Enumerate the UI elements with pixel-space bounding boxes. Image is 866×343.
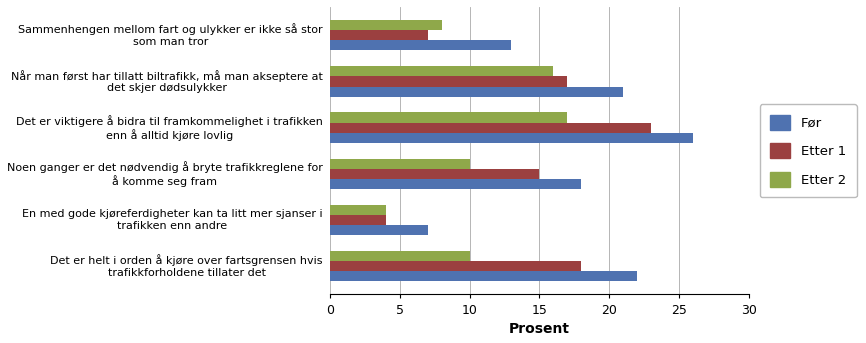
Bar xyxy=(330,66,553,76)
Bar xyxy=(330,271,637,281)
Bar xyxy=(330,179,581,189)
Bar xyxy=(330,261,581,271)
Bar xyxy=(330,205,385,215)
Bar xyxy=(330,169,540,179)
Bar xyxy=(330,251,469,261)
Bar xyxy=(330,158,469,169)
Bar xyxy=(330,30,428,40)
Bar xyxy=(330,76,567,86)
Bar xyxy=(330,20,442,30)
Bar xyxy=(330,225,428,235)
Bar xyxy=(330,40,512,50)
Bar xyxy=(330,113,567,122)
Bar xyxy=(330,215,385,225)
Bar xyxy=(330,133,693,143)
Legend: Før, Etter 1, Etter 2: Før, Etter 1, Etter 2 xyxy=(759,104,856,197)
Bar xyxy=(330,122,651,133)
X-axis label: Prosent: Prosent xyxy=(509,322,570,336)
Bar xyxy=(330,86,624,97)
